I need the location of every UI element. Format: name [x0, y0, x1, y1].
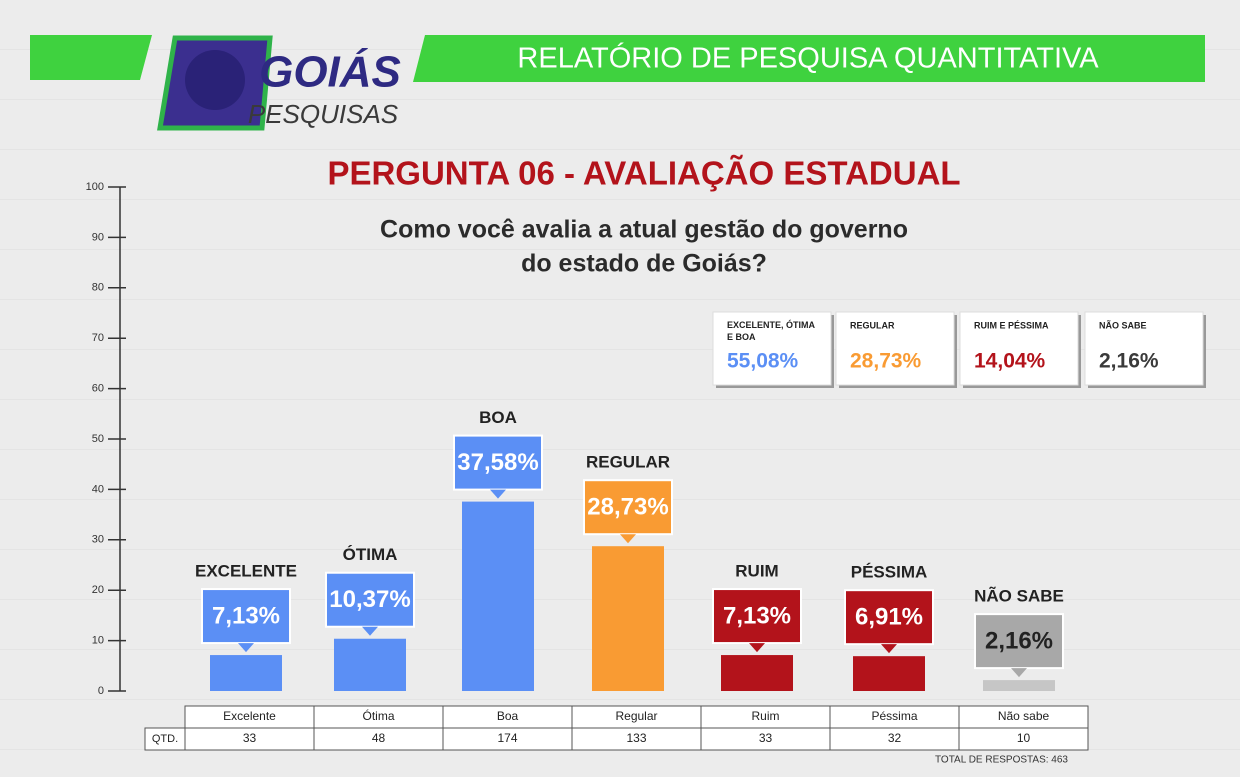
header-title: RELATÓRIO DE PESQUISA QUANTITATIVA	[517, 42, 1099, 75]
y-tick-label: 70	[92, 332, 104, 344]
total-responses: TOTAL DE RESPOSTAS: 463	[935, 755, 1068, 766]
y-tick-label: 0	[98, 685, 104, 697]
summary-label: NÃO SABE	[1099, 320, 1147, 330]
bar	[853, 656, 925, 691]
value-label-pointer	[362, 626, 378, 636]
table-category: Não sabe	[998, 709, 1050, 723]
table-count: 174	[497, 731, 517, 745]
table-count: 133	[626, 731, 646, 745]
value-label: 28,73%	[587, 494, 668, 521]
value-label-box	[453, 434, 543, 491]
value-label: 2,16%	[985, 627, 1053, 654]
y-tick-label: 20	[92, 584, 104, 596]
summary-value: 2,16%	[1099, 350, 1159, 373]
y-tick-label: 40	[92, 483, 104, 495]
chart-subtitle: do estado de Goiás?	[521, 250, 767, 278]
table-count: 33	[759, 731, 773, 745]
chart-title: PERGUNTA 06 - AVALIAÇÃO ESTADUAL	[327, 155, 960, 192]
value-label-pointer	[238, 643, 254, 653]
table-count: 48	[372, 731, 386, 745]
value-label-pointer	[749, 643, 765, 653]
table-count: 10	[1017, 731, 1031, 745]
bar	[721, 655, 793, 691]
table-count: 32	[888, 731, 902, 745]
header-bar-left	[30, 35, 152, 80]
table-row-label: QTD.	[152, 733, 178, 745]
summary-label: RUIM E PÉSSIMA	[974, 320, 1049, 330]
bar	[210, 655, 282, 691]
summary-label: REGULAR	[850, 320, 895, 330]
table-category: Péssima	[871, 709, 917, 723]
y-tick-label: 80	[92, 282, 104, 294]
summary-box	[835, 311, 955, 386]
value-label-pointer	[620, 534, 636, 544]
value-label: 7,13%	[723, 602, 791, 629]
y-tick-label: 60	[92, 383, 104, 395]
value-label: 37,58%	[457, 449, 538, 476]
y-tick-label: 30	[92, 534, 104, 546]
bar	[462, 501, 534, 691]
value-label: 7,13%	[212, 602, 280, 629]
bar-label: REGULAR	[586, 453, 670, 472]
y-tick-label: 50	[92, 433, 104, 445]
table-count: 33	[243, 731, 257, 745]
table-cell	[958, 727, 1089, 751]
chart-subtitle: Como você avalia a atual gestão do gover…	[380, 216, 908, 244]
summary-value: 14,04%	[974, 350, 1046, 373]
table-category: Excelente	[223, 709, 276, 723]
logo-top: GOIÁS	[259, 47, 401, 97]
bar-label: ÓTIMA	[343, 545, 398, 564]
summary-box	[712, 311, 832, 386]
y-tick-label: 90	[92, 231, 104, 243]
summary-value: 55,08%	[727, 350, 799, 373]
value-label: 10,37%	[329, 586, 410, 613]
y-tick-label: 100	[86, 181, 104, 193]
value-label-pointer	[1011, 668, 1027, 678]
table-category: Boa	[497, 709, 519, 723]
summary-value: 28,73%	[850, 350, 922, 373]
bar	[983, 680, 1055, 691]
value-label-pointer	[490, 489, 506, 499]
value-label: 6,91%	[855, 604, 923, 631]
bar-label: NÃO SABE	[974, 586, 1064, 606]
value-label-pointer	[881, 644, 897, 654]
value-label-box	[201, 588, 291, 645]
bar	[592, 546, 664, 691]
bar	[334, 638, 406, 691]
header-bar	[413, 35, 1205, 82]
table-category: Regular	[615, 709, 657, 723]
logo-bottom: PESQUISAS	[248, 99, 399, 129]
table-category: Ruim	[751, 709, 779, 723]
summary-box	[1084, 311, 1204, 386]
logo: GOIÁS PESQUISAS	[157, 35, 401, 131]
bar-label: EXCELENTE	[195, 562, 297, 581]
table-category: Ótima	[362, 708, 394, 723]
bar-label: RUIM	[735, 562, 778, 581]
bar-label: PÉSSIMA	[851, 563, 928, 582]
bar-label: BOA	[479, 408, 517, 427]
summary-label: EXCELENTE, ÓTIMA E BOA	[727, 319, 816, 342]
summary-box	[959, 311, 1079, 386]
value-label-box	[844, 589, 934, 646]
y-tick-label: 10	[92, 635, 104, 647]
